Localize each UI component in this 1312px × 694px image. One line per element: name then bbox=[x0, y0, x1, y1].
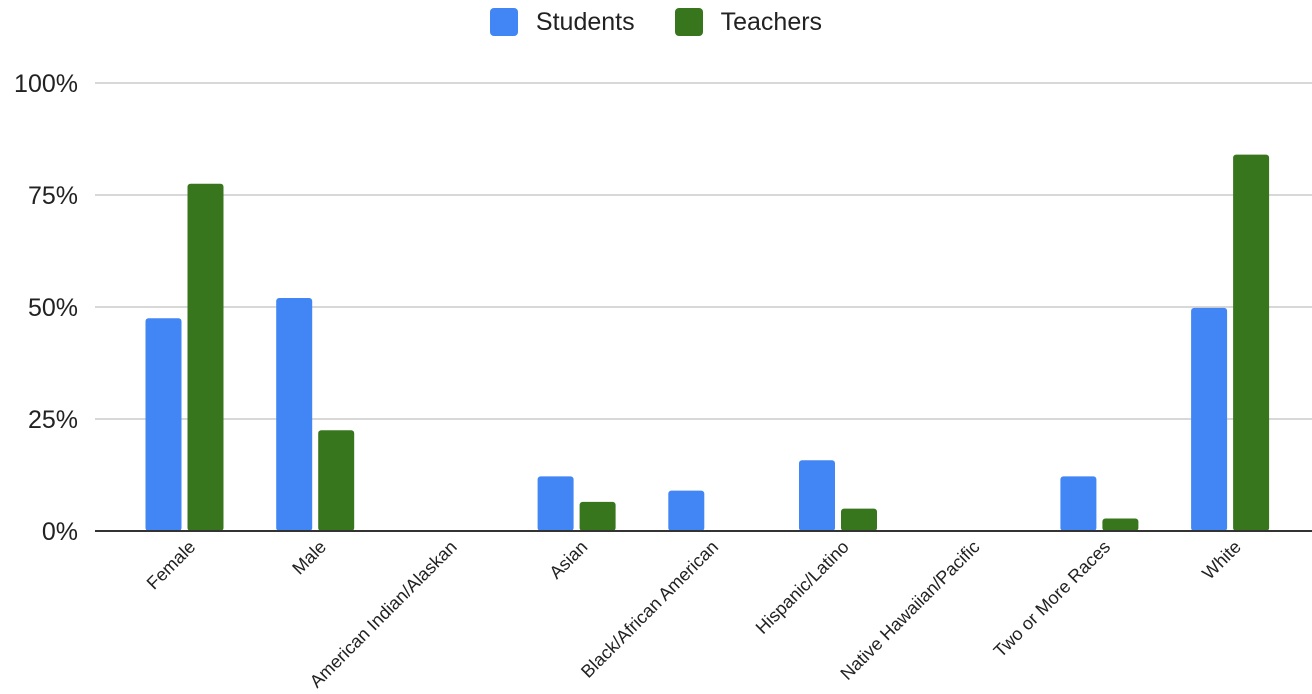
legend-label-students: Students bbox=[535, 7, 635, 36]
legend-swatch-students bbox=[489, 8, 518, 36]
legend-label-teachers: Teachers bbox=[720, 7, 823, 36]
bar-teachers[interactable] bbox=[1102, 518, 1139, 531]
y-tick-label: 100% bbox=[14, 70, 78, 98]
bar-students[interactable] bbox=[1191, 307, 1228, 531]
x-tick-label: Two or More Races bbox=[990, 537, 1114, 661]
y-axis: 0% 25% 50% 75% 100% bbox=[14, 70, 78, 546]
bar-students[interactable] bbox=[668, 490, 705, 531]
bars bbox=[145, 154, 1270, 532]
legend-item-students[interactable]: Students bbox=[489, 7, 635, 37]
x-tick-label: White bbox=[1198, 537, 1245, 584]
bar-teachers[interactable] bbox=[1233, 154, 1270, 531]
y-tick-label: 75% bbox=[28, 182, 78, 210]
bar-teachers[interactable] bbox=[579, 501, 616, 531]
bar-students[interactable] bbox=[799, 460, 835, 531]
legend-swatch-teachers bbox=[674, 8, 703, 36]
x-tick-label: Female bbox=[143, 537, 200, 594]
x-tick-label: Black/African American bbox=[577, 537, 722, 682]
y-tick-label: 50% bbox=[28, 294, 78, 322]
bar-teachers[interactable] bbox=[841, 508, 877, 531]
x-tick-label: American Indian/Alaskan bbox=[306, 537, 461, 692]
x-tick-label: Asian bbox=[545, 537, 591, 583]
bar-teachers[interactable] bbox=[318, 430, 355, 531]
legend-item-teachers[interactable]: Teachers bbox=[674, 7, 823, 37]
bar-students[interactable] bbox=[276, 298, 313, 531]
x-tick-label: Male bbox=[288, 537, 330, 579]
legend: Students Teachers bbox=[0, 4, 1312, 40]
bar-students[interactable] bbox=[145, 318, 182, 531]
bar-students[interactable] bbox=[1060, 476, 1097, 531]
bar-students[interactable] bbox=[537, 476, 574, 531]
x-tick-label: Hispanic/Latino bbox=[752, 537, 853, 638]
y-tick-label: 25% bbox=[28, 406, 78, 434]
bar-teachers[interactable] bbox=[187, 183, 224, 532]
x-tick-label: Native Hawaiian/Pacific bbox=[836, 537, 983, 684]
y-tick-label: 0% bbox=[42, 518, 78, 546]
